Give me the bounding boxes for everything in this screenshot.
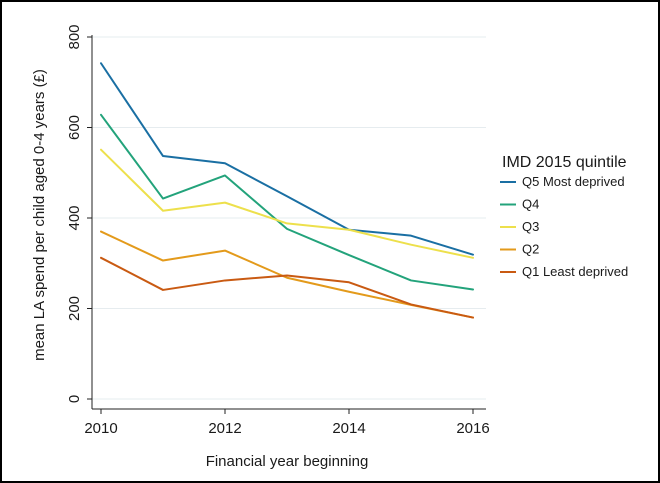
x-tick-label: 2014 xyxy=(332,420,365,437)
series-line xyxy=(100,62,474,256)
series-line xyxy=(100,113,474,291)
x-tick-label: 2016 xyxy=(456,420,489,437)
y-tick-label: 200 xyxy=(66,296,83,321)
legend-label: Q2 xyxy=(522,242,539,257)
gridlines xyxy=(92,36,486,400)
series-line xyxy=(100,256,474,319)
legend: IMD 2015 quintile Q5 Most deprived Q4 Q3 Q2… xyxy=(500,154,628,279)
x-tick-label: 2012 xyxy=(208,420,241,437)
legend-label: Q3 xyxy=(522,219,539,234)
legend-title: IMD 2015 quintile xyxy=(502,154,627,171)
y-tick-label: 600 xyxy=(66,115,83,140)
y-axis-ticks: 0 200 400 600 800 xyxy=(66,24,92,403)
legend-label: Q4 xyxy=(522,197,539,212)
y-tick-label: 400 xyxy=(66,205,83,230)
y-axis-title: mean LA spend per child aged 0-4 years (… xyxy=(31,69,48,361)
legend-label: Q5 Most deprived xyxy=(522,174,625,189)
series-lines xyxy=(100,62,474,319)
x-tick-label: 2010 xyxy=(84,420,117,437)
series-line xyxy=(100,148,474,259)
x-axis-title: Financial year beginning xyxy=(206,453,369,470)
y-tick-label: 0 xyxy=(66,395,83,403)
y-tick-label: 800 xyxy=(66,24,83,49)
legend-label: Q1 Least deprived xyxy=(522,264,628,279)
axes xyxy=(91,35,486,410)
x-axis-ticks: 2010 2012 2014 2016 xyxy=(84,409,490,437)
